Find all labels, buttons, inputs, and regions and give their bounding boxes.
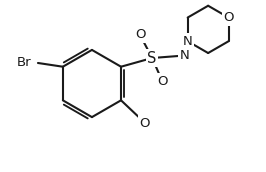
Text: O: O [135, 28, 146, 41]
Text: O: O [157, 75, 167, 88]
Text: N: N [183, 35, 193, 48]
Text: Br: Br [16, 56, 31, 69]
Text: S: S [147, 51, 157, 66]
Text: O: O [223, 11, 234, 24]
Text: O: O [139, 117, 150, 130]
Text: N: N [180, 49, 189, 62]
